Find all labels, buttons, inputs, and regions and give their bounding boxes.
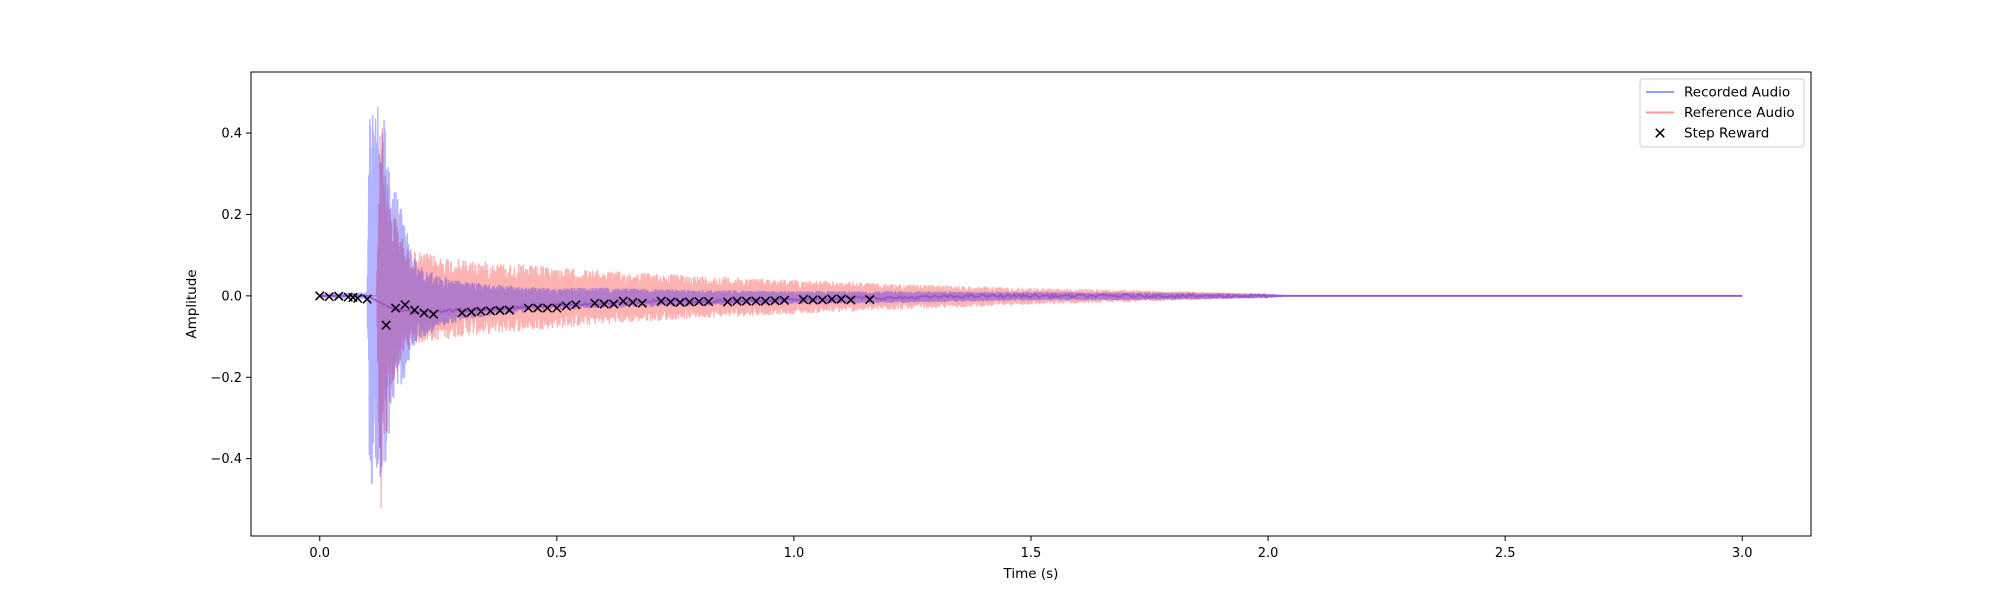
step-reward-marker	[533, 303, 543, 313]
step-reward-marker	[741, 296, 752, 306]
y-axis-label: Amplitude	[184, 269, 200, 338]
step-reward-marker	[846, 295, 856, 305]
x-tick-label: 2.0	[1258, 546, 1279, 561]
legend-label: Recorded Audio	[1684, 85, 1790, 101]
legend: Recorded Audio Reference Audio Step Reward	[1639, 78, 1805, 148]
step-reward-marker	[656, 296, 666, 306]
y-tick-label: 0.0	[221, 289, 242, 304]
step-reward-marker	[466, 307, 477, 317]
step-reward-marker	[390, 303, 401, 313]
legend-item-reference-audio: Reference Audio	[1646, 105, 1795, 121]
step-reward-marker	[836, 294, 847, 304]
step-reward-marker	[352, 293, 363, 304]
step-reward-marker	[609, 299, 619, 309]
step-reward-marker	[684, 297, 695, 307]
step-reward-marker	[722, 297, 733, 307]
step-reward-marker	[599, 299, 609, 309]
y-tick-label: 0.2	[221, 208, 242, 223]
step-reward-marker	[817, 295, 828, 305]
step-reward-marker	[409, 305, 420, 315]
step-reward-marker	[504, 305, 515, 315]
step-reward-marker	[571, 300, 581, 310]
step-reward-marker	[419, 308, 429, 318]
step-reward-marker	[542, 303, 553, 313]
step-reward-marker	[665, 297, 676, 307]
step-reward-marker	[694, 296, 704, 307]
step-reward-marker	[798, 294, 809, 305]
step-reward-marker	[827, 294, 837, 304]
waveform-centre-line	[319, 292, 1743, 315]
legend-item-step-reward: Step Reward	[1655, 126, 1769, 142]
legend-label: Reference Audio	[1684, 105, 1795, 121]
step-reward-marker	[590, 298, 600, 308]
x-tick-label: 0.0	[309, 546, 330, 561]
y-tick-label: 0.4	[221, 127, 242, 142]
x-tick-label: 1.5	[1021, 546, 1042, 561]
legend-label: Step Reward	[1684, 126, 1769, 142]
step-reward-marker	[703, 296, 714, 307]
x-axis: 0.0 0.5 1.0 1.5 2.0 2.5 3.0	[309, 536, 1753, 561]
legend-marker	[1655, 128, 1665, 138]
step-reward-marker	[618, 296, 628, 306]
x-tick-label: 3.0	[1732, 546, 1753, 561]
x-tick-label: 1.0	[784, 546, 805, 561]
step-reward-marker	[381, 320, 391, 330]
step-reward-marker	[760, 296, 771, 306]
step-reward-marker	[770, 296, 780, 306]
step-reward-marker	[315, 291, 325, 301]
step-reward-marker	[779, 295, 790, 306]
step-reward-marker	[637, 298, 647, 308]
step-reward-marker	[324, 291, 334, 302]
legend-item-recorded-audio: Recorded Audio	[1646, 85, 1790, 101]
step-reward-marker	[485, 306, 496, 316]
step-reward-marker	[495, 305, 505, 316]
step-reward-marker	[561, 301, 572, 311]
step-reward-marker	[675, 297, 685, 308]
x-axis-label: Time (s)	[1003, 566, 1059, 582]
legend-box	[1639, 78, 1805, 148]
step-reward-marker	[808, 295, 818, 305]
y-tick-label: −0.4	[210, 452, 242, 467]
step-reward-marker	[362, 294, 372, 304]
step-reward-marker	[428, 309, 439, 319]
x-tick-label: 2.5	[1495, 546, 1516, 561]
step-reward-marker	[400, 300, 410, 310]
y-tick-label: −0.2	[210, 371, 242, 386]
step-reward-marker	[523, 303, 534, 313]
x-tick-label: 0.5	[546, 546, 567, 561]
step-reward-marker	[732, 296, 742, 306]
step-reward-marker	[751, 296, 761, 306]
step-reward-series	[315, 291, 875, 330]
step-reward-marker	[476, 306, 486, 317]
plot-area	[315, 107, 1743, 508]
y-axis: −0.4 −0.2 0.0 0.2 0.4	[210, 127, 251, 467]
step-reward-marker	[627, 297, 638, 308]
step-reward-marker	[457, 308, 467, 318]
step-reward-marker	[333, 291, 344, 301]
step-reward-marker	[552, 303, 562, 313]
step-reward-marker	[865, 294, 875, 305]
